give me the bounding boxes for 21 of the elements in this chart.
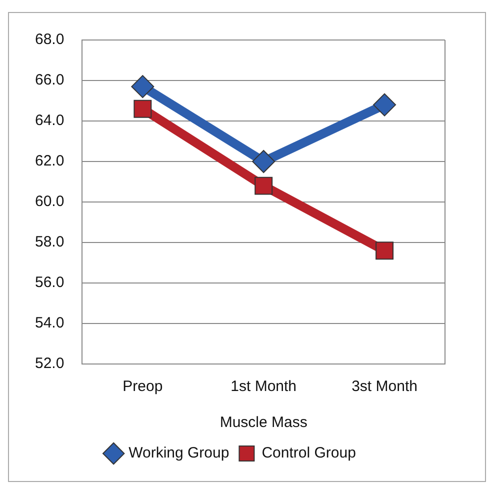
y-tick-label: 62.0 (34, 152, 64, 170)
point (252, 150, 276, 173)
y-tick-label: 52.0 (34, 355, 64, 372)
point (131, 75, 154, 98)
point (376, 242, 394, 260)
x-tick-label: 3st Month (352, 378, 418, 396)
y-tick-label: 58.0 (34, 234, 64, 251)
x-tick-label: Preop (122, 378, 163, 396)
y-tick-label: 56.0 (34, 274, 64, 292)
y-tick-label: 68.0 (34, 31, 64, 48)
x-axis-title: Muscle Mass (220, 414, 308, 432)
y-tick-label: 66.0 (34, 72, 64, 89)
legend-label: Working Group (128, 444, 230, 462)
point (373, 93, 396, 116)
x-tick-label: 1st Month (230, 378, 297, 396)
legend-label: Control Group (262, 444, 356, 462)
y-tick-label: 54.0 (34, 314, 64, 332)
point (134, 100, 152, 118)
y-tick-label: 60.0 (34, 193, 64, 210)
point (254, 176, 273, 195)
y-tick-label: 64.0 (34, 112, 64, 130)
